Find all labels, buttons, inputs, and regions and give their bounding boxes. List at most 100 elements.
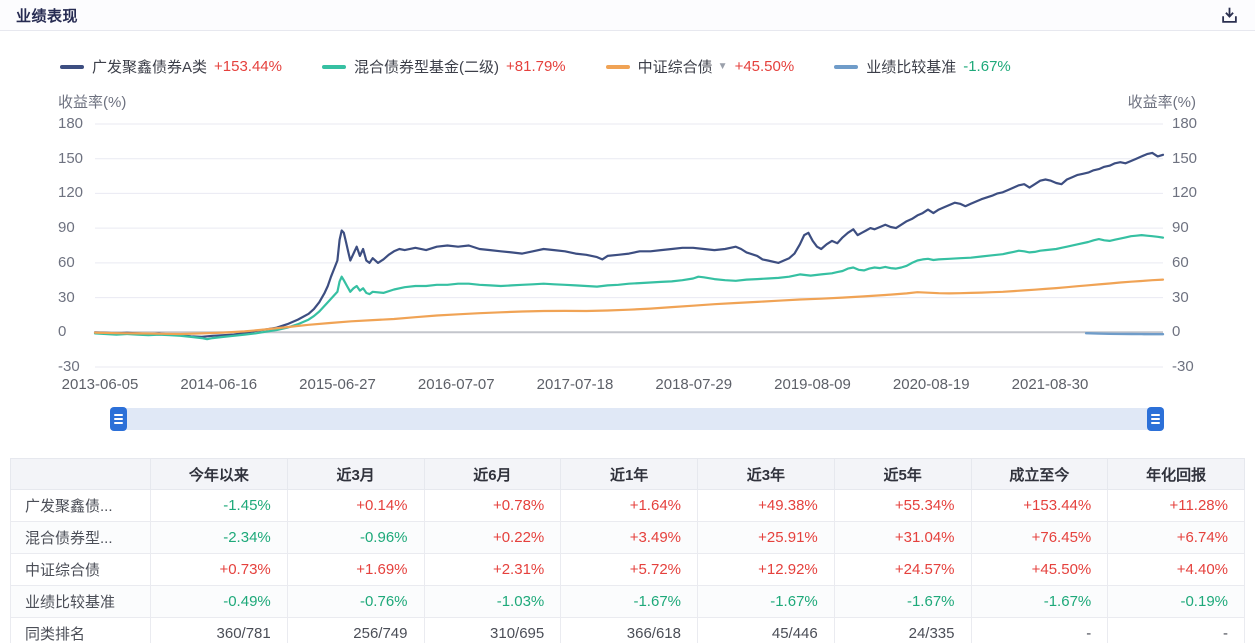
- y-tick-label: 180: [58, 115, 84, 132]
- line-chart-plot[interactable]: [93, 123, 1165, 368]
- series-line: [93, 278, 1165, 336]
- column-header: 近1年: [560, 458, 698, 490]
- table-cell: -2.34%: [150, 521, 288, 554]
- table-cell: 24/335: [833, 617, 972, 643]
- y-tick-label: 180: [1172, 115, 1198, 132]
- column-header: 近3年: [697, 458, 835, 490]
- legend-label: 业绩比较基准: [866, 59, 957, 76]
- legend-line-swatch: [605, 64, 630, 69]
- table-cell: +76.45%: [970, 521, 1109, 554]
- y-tick-label: 0: [1172, 323, 1181, 341]
- x-tick-label: 2016-07-07: [417, 376, 495, 393]
- series-line: [1084, 331, 1165, 336]
- table-cell: 256/749: [286, 617, 425, 643]
- y-axis-ticks-right: 180 150 120 90 60 30 0 -30: [1172, 115, 1212, 375]
- legend-item-benchmark[interactable]: 业绩比较基准 -1.67%: [834, 56, 1011, 77]
- legend-value: +153.44%: [214, 58, 282, 75]
- legend-item-category-avg[interactable]: 混合债券型基金(二级) +81.79%: [322, 56, 566, 77]
- legend-value: +45.50%: [734, 58, 795, 75]
- x-tick-label: 2015-06-27: [299, 376, 376, 393]
- table-row: 业绩比较基准 -0.49% -0.76% -1.03% -1.67% -1.67% -1.6…: [10, 585, 1245, 618]
- table-cell: +24.57%: [833, 553, 972, 586]
- legend-value: +81.79%: [506, 58, 566, 75]
- series-line: [93, 233, 1165, 341]
- y-tick-label: 90: [58, 219, 75, 237]
- table-cell: -1.67%: [970, 585, 1109, 618]
- y-axis-ticks-left: 180 150 120 90 60 30 0 -30: [58, 115, 98, 375]
- y-tick-label: 30: [58, 288, 75, 306]
- table-cell: +5.72%: [560, 553, 698, 586]
- table-cell: +0.14%: [286, 489, 425, 522]
- y-axis-title-left: 收益率(%): [58, 94, 127, 111]
- legend-line-swatch: [60, 64, 84, 69]
- performance-table: 今年以来 近3月 近6月 近1年 近3年 近5年 成立至今 年化回报 广发聚鑫债... -1.4…: [10, 458, 1245, 643]
- row-label: 中证综合债: [10, 553, 151, 586]
- y-tick-label: 120: [58, 184, 84, 202]
- x-tick-label: 2020-08-19: [892, 376, 970, 393]
- y-tick-label: 30: [1172, 288, 1189, 306]
- table-cell: -1.45%: [150, 489, 288, 522]
- x-tick-label: 2014-06-16: [180, 376, 258, 393]
- y-tick-label: -30: [1172, 358, 1194, 375]
- panel-title: 业绩表现: [16, 7, 79, 25]
- table-cell: +1.69%: [286, 553, 425, 586]
- chevron-down-icon[interactable]: ▼: [717, 61, 728, 72]
- panel-header: 业绩表现: [0, 0, 1255, 31]
- column-header: 今年以来: [150, 458, 288, 490]
- column-header: 年化回报: [1107, 458, 1245, 490]
- table-cell: -1.67%: [833, 585, 972, 618]
- table-cell: +45.50%: [970, 553, 1109, 586]
- legend-value: -1.67%: [963, 58, 1011, 75]
- table-cell: +55.34%: [833, 489, 972, 522]
- series-line: [93, 151, 1165, 338]
- table-cell: 45/446: [697, 617, 835, 643]
- table-cell: 310/695: [423, 617, 562, 643]
- legend-label: 混合债券型基金(二级): [354, 59, 499, 76]
- legend-line-swatch: [834, 64, 859, 69]
- table-row: 同类排名 360/781 256/749 310/695 366/618 45/446 24…: [10, 617, 1245, 643]
- table-cell: -1.03%: [423, 585, 562, 618]
- column-header: 近3月: [286, 458, 425, 490]
- x-tick-label: 2018-07-29: [655, 376, 733, 393]
- slider-handle-left[interactable]: [110, 407, 127, 431]
- y-tick-label: 150: [1172, 149, 1198, 167]
- x-tick-label: 2021-08-30: [1011, 376, 1089, 393]
- table-cell: +0.22%: [423, 521, 562, 554]
- table-row: 广发聚鑫债... -1.45% +0.14% +0.78% +1.64% +49.38% +…: [10, 489, 1245, 522]
- column-header: 近6月: [423, 458, 562, 490]
- table-header-row: 今年以来 近3月 近6月 近1年 近3年 近5年 成立至今 年化回报: [10, 458, 1245, 490]
- table-cell: +12.92%: [697, 553, 835, 586]
- table-cell: +31.04%: [833, 521, 972, 554]
- chart-legend: 广发聚鑫债券A类 +153.44% 混合债券型基金(二级) +81.79% 中证综合债 ▼…: [60, 56, 1011, 77]
- download-icon[interactable]: [1219, 5, 1239, 25]
- legend-item-index[interactable]: 中证综合债 ▼ +45.50%: [605, 56, 795, 77]
- y-tick-label: 120: [1172, 184, 1198, 202]
- table-cell: +25.91%: [697, 521, 835, 554]
- table-cell: -1.67%: [697, 585, 835, 618]
- y-axis-title-right: 收益率(%): [1127, 94, 1196, 111]
- table-cell: +153.44%: [970, 489, 1109, 522]
- y-tick-label: 60: [1172, 253, 1189, 271]
- column-header: 近5年: [833, 458, 972, 490]
- date-range-slider: [110, 407, 1164, 431]
- table-cell: +2.31%: [423, 553, 562, 586]
- table-cell: 360/781: [150, 617, 288, 643]
- row-label: 同类排名: [10, 617, 151, 643]
- table-cell: 366/618: [560, 617, 698, 643]
- table-cell: -0.76%: [286, 585, 425, 618]
- slider-handle-right[interactable]: [1147, 407, 1164, 431]
- table-cell: -: [1107, 617, 1245, 643]
- table-cell: -0.96%: [286, 521, 425, 554]
- table-cell: +0.73%: [150, 553, 288, 586]
- y-tick-label: 0: [58, 323, 67, 341]
- legend-item-fund-a[interactable]: 广发聚鑫债券A类 +153.44%: [60, 56, 282, 77]
- table-row: 中证综合债 +0.73% +1.69% +2.31% +5.72% +12.92% +24.…: [10, 553, 1245, 586]
- x-tick-label: 2013-06-05: [61, 376, 139, 393]
- legend-label: 中证综合债: [637, 59, 713, 76]
- table-cell: +11.28%: [1107, 489, 1245, 522]
- legend-line-swatch: [322, 64, 346, 69]
- slider-track[interactable]: [110, 408, 1164, 430]
- x-tick-label: 2019-08-09: [774, 376, 851, 393]
- column-header: 成立至今: [970, 458, 1109, 490]
